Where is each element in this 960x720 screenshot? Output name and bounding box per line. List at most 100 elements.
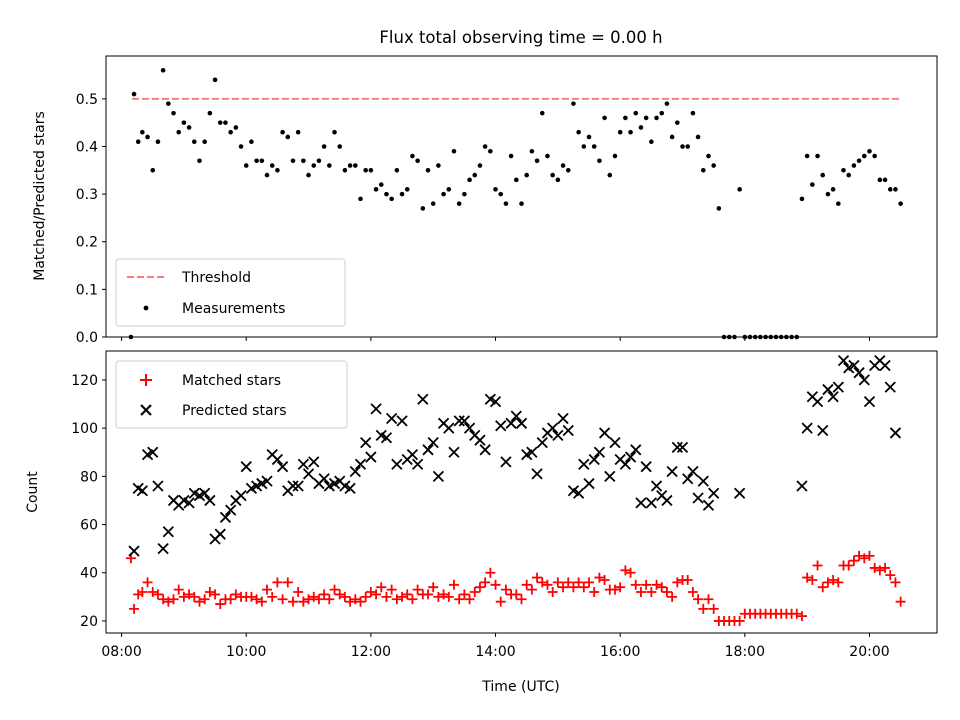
data-point (573, 577, 584, 588)
data-point (508, 153, 514, 159)
data-point (597, 158, 602, 164)
data-point (898, 201, 903, 206)
data-point (489, 395, 502, 408)
top-panel: 0.0 0.1 0.2 0.3 0.4 0.5 Matched/Predicted sta… (32, 55, 938, 346)
data-point (565, 168, 571, 173)
data-point (490, 579, 501, 590)
data-point (446, 187, 452, 192)
bottom-legend: Matched stars Predicted stars (115, 360, 348, 429)
data-point (500, 456, 512, 468)
xtick-label: 08:00 (101, 644, 141, 660)
data-point (337, 144, 343, 149)
data-point (550, 172, 555, 178)
data-point (318, 473, 330, 485)
data-point (397, 591, 408, 602)
data-point (485, 567, 496, 578)
data-point (272, 577, 283, 588)
data-point (204, 587, 215, 598)
data-point (277, 594, 288, 605)
data-point (157, 543, 169, 555)
data-point (443, 422, 455, 434)
data-point (521, 579, 532, 590)
data-point (825, 191, 831, 197)
data-point (827, 391, 839, 403)
data-point (877, 177, 883, 183)
data-point (536, 436, 548, 449)
data-point (641, 579, 652, 590)
data-point (510, 410, 522, 422)
data-point (410, 153, 415, 159)
data-point (604, 470, 616, 482)
xtick-label: 16:00 (600, 644, 640, 660)
data-point (893, 187, 898, 192)
data-point (872, 153, 877, 159)
data-point (708, 603, 719, 614)
data-point (625, 567, 636, 578)
data-point (656, 582, 667, 593)
data-point (181, 120, 187, 125)
xtick-label: 14:00 (475, 644, 515, 660)
data-point (880, 562, 891, 573)
data-point (163, 596, 174, 607)
top-legend: Threshold Measurements (115, 258, 346, 327)
data-point (214, 528, 226, 540)
data-point (802, 572, 813, 583)
data-point (368, 168, 374, 173)
data-point (820, 172, 826, 178)
data-point (602, 115, 607, 121)
data-point (183, 497, 195, 509)
data-point (303, 594, 314, 605)
data-point (661, 587, 672, 598)
data-point (853, 367, 865, 379)
data-point (271, 453, 284, 466)
data-point (370, 403, 382, 415)
data-point (843, 560, 854, 571)
data-point (347, 163, 353, 168)
data-point (324, 594, 335, 605)
data-point (246, 591, 257, 602)
data-point (848, 555, 859, 566)
data-point (228, 129, 233, 135)
data-point (384, 191, 389, 197)
data-point (488, 148, 493, 154)
data-point (160, 67, 166, 73)
data-point (526, 584, 537, 595)
data-point (702, 499, 715, 511)
data-point (630, 579, 641, 590)
data-point (680, 144, 685, 149)
data-point (235, 489, 247, 502)
data-point (474, 434, 486, 446)
data-point (321, 144, 327, 149)
data-point (339, 591, 350, 602)
data-point (607, 172, 613, 178)
data-point (365, 451, 377, 463)
data-point (557, 412, 569, 425)
data-point (306, 172, 311, 178)
data-point (240, 461, 252, 473)
data-point (617, 129, 623, 135)
data-point (737, 187, 742, 192)
data-point (453, 415, 465, 427)
data-point (812, 560, 823, 571)
data-point (799, 196, 805, 202)
data-point (640, 461, 652, 473)
data-point (609, 436, 621, 449)
data-point (162, 526, 174, 538)
data-point (698, 603, 709, 614)
data-point (594, 572, 605, 583)
data-point (301, 158, 306, 164)
data-point (560, 163, 566, 168)
data-point (706, 153, 711, 159)
data-point (285, 134, 291, 140)
data-point (360, 436, 372, 449)
data-point (841, 168, 846, 173)
bottom-panel: 20 40 60 80 100 120 08:00 10:00 12:00 14:00 16:00 1… (25, 350, 938, 660)
data-point (332, 129, 337, 135)
data-point (171, 110, 176, 116)
data-point (695, 134, 701, 140)
data-point (147, 587, 158, 598)
data-point (238, 144, 244, 149)
data-point (456, 201, 462, 206)
data-point (500, 584, 511, 595)
data-point (895, 596, 906, 607)
